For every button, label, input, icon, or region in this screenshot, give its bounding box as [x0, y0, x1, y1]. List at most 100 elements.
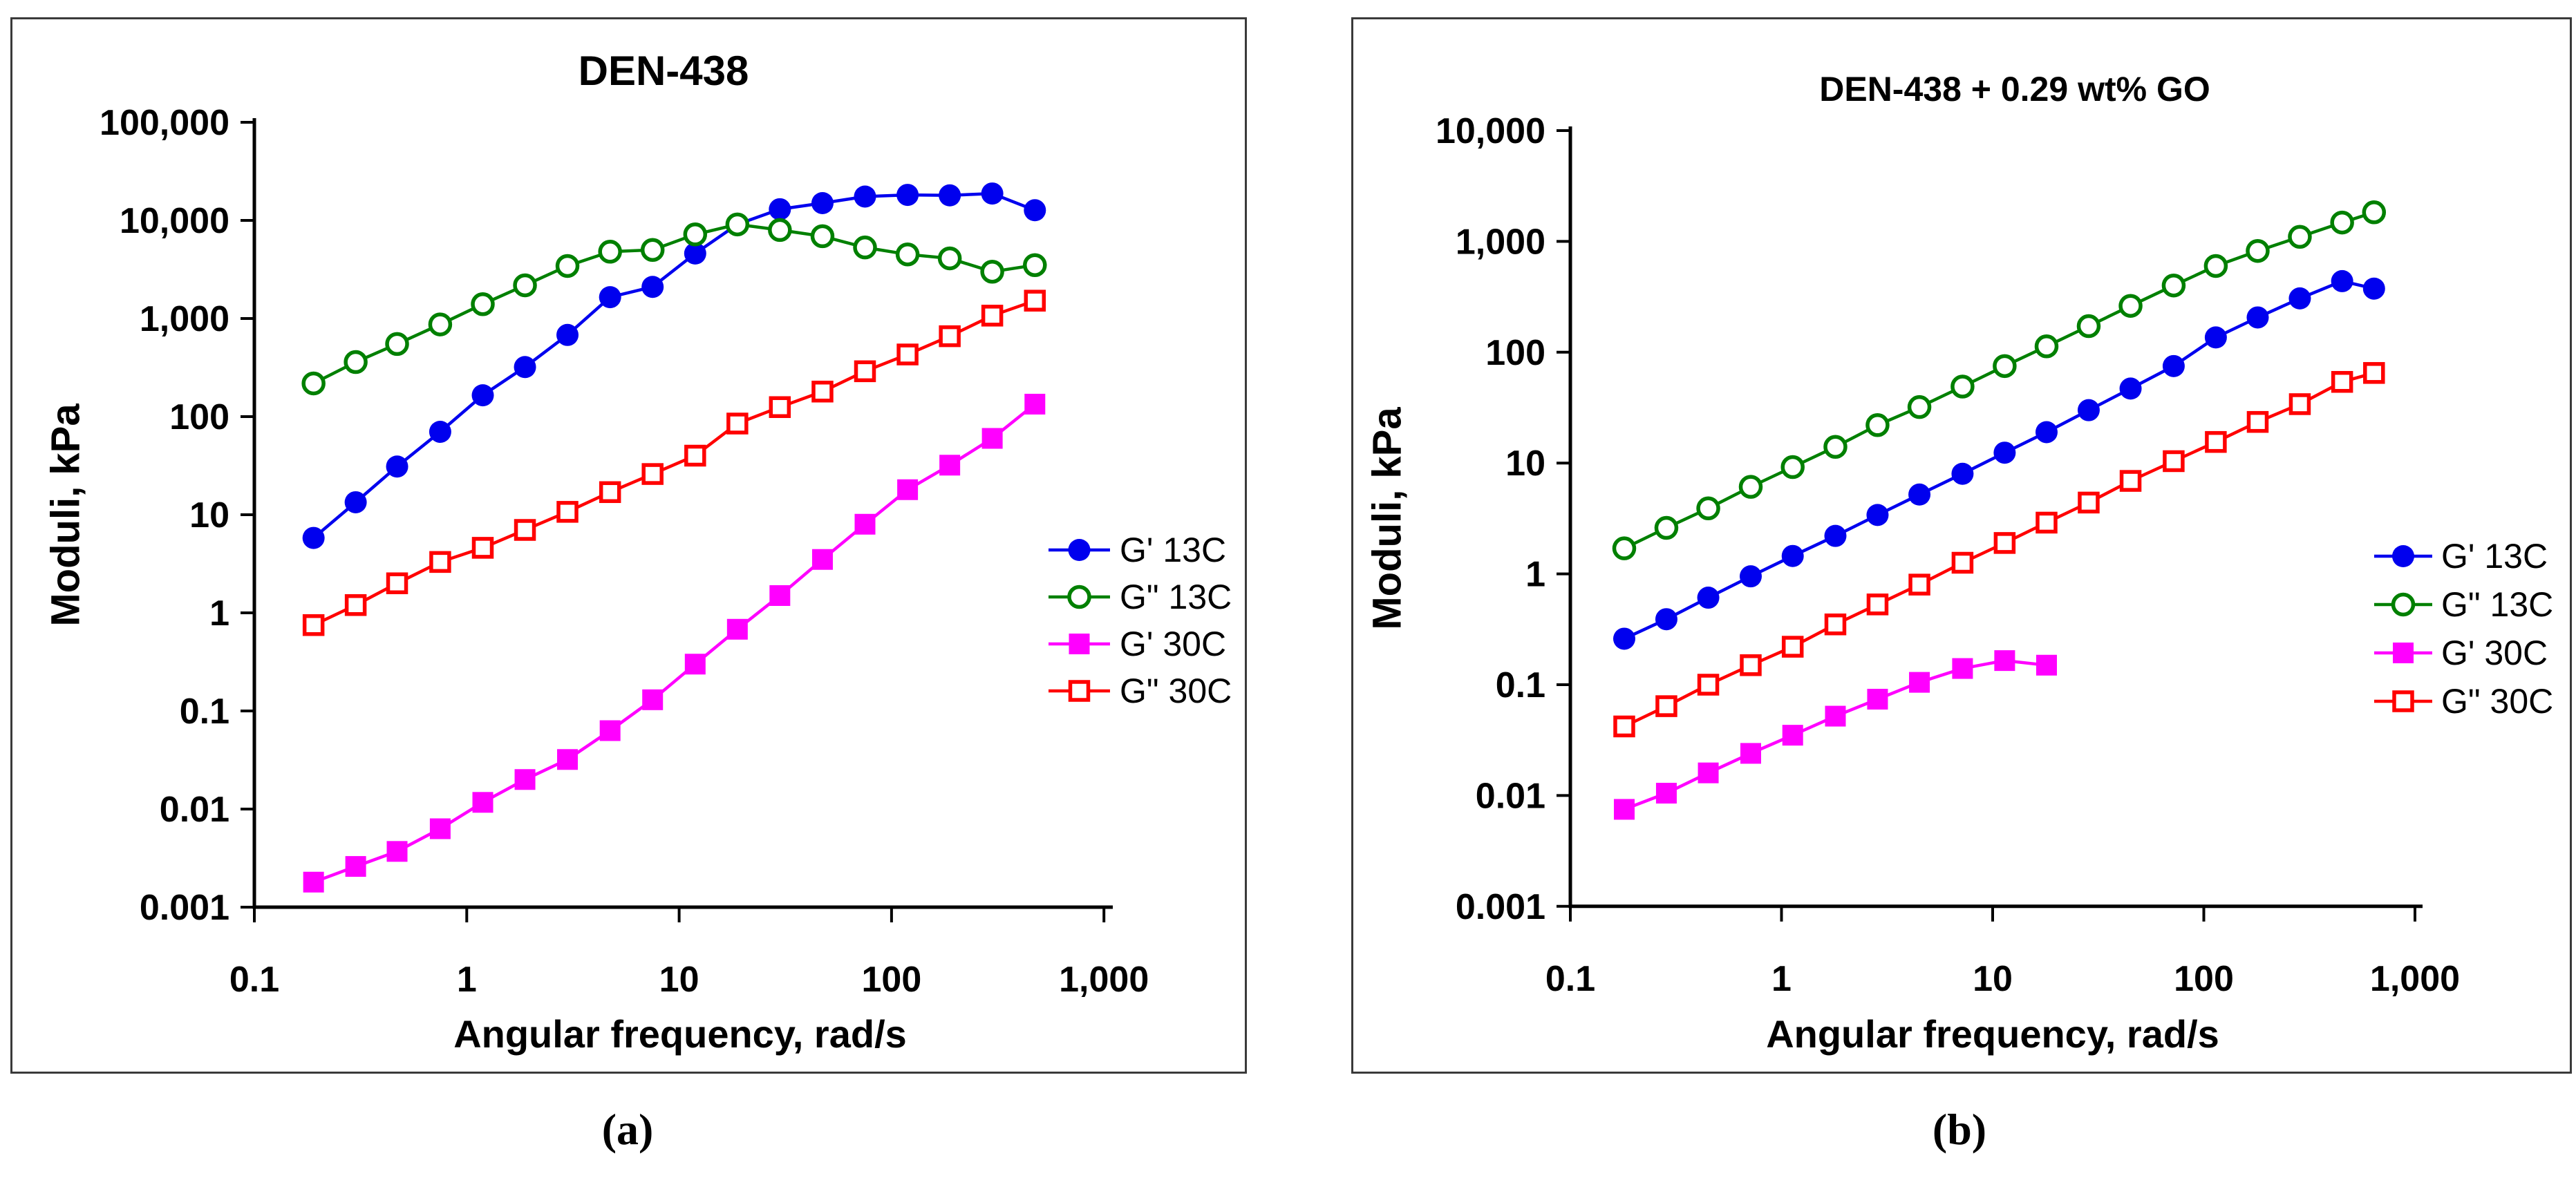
legend-label-g-13c: G' 13C: [2441, 537, 2548, 576]
marker-g-13c: [344, 350, 368, 374]
marker-g-30c: [1740, 654, 1762, 676]
marker-g-13c: [2161, 273, 2186, 298]
marker-g-30c: [939, 455, 961, 476]
y-tick-label: 1,000: [1456, 222, 1545, 262]
marker-g-30c: [726, 412, 749, 435]
marker-g-30c: [472, 792, 493, 813]
marker-g-13c: [555, 254, 580, 278]
series-line-g-13c: [1624, 211, 2375, 550]
chart-b-y-axis-label: Moduli, kPa: [1364, 407, 1410, 630]
marker-g-30c: [1994, 650, 2015, 672]
marker-g-13c: [684, 242, 706, 265]
marker-g-13c: [768, 218, 792, 243]
marker-g-30c: [1024, 393, 1046, 415]
x-tick-label: 10: [1973, 959, 2013, 999]
marker-g-30c: [1908, 573, 1930, 596]
marker-g-30c: [1824, 613, 1847, 636]
marker-g-30c: [599, 720, 621, 741]
marker-g-30c: [2163, 450, 2185, 473]
marker-g-13c: [895, 242, 920, 267]
marker-g-30c: [1782, 725, 1803, 746]
chart-a-title: DEN-438: [578, 48, 749, 94]
marker-g-30c: [981, 428, 1003, 449]
x-tick-label: 1,000: [1059, 960, 1149, 1000]
legend-marker-g-30c: [1068, 680, 1091, 702]
marker-g-13c: [640, 238, 665, 262]
marker-g-13c: [1655, 608, 1677, 631]
marker-g-30c: [939, 325, 961, 348]
marker-g-13c: [810, 224, 835, 249]
marker-g-13c: [2362, 200, 2387, 225]
marker-g-30c: [1697, 674, 1720, 696]
marker-g-30c: [2036, 654, 2057, 676]
y-tick-label: 100: [1485, 333, 1545, 373]
marker-g-30c: [1866, 593, 1889, 616]
marker-g-13c: [641, 276, 664, 298]
marker-g-30c: [2246, 410, 2269, 433]
y-tick-label: 1: [1525, 555, 1545, 595]
y-tick-label: 1,000: [140, 299, 229, 339]
marker-g-13c: [513, 273, 537, 298]
legend-label-g-13c: G" 13C: [1120, 578, 1232, 616]
marker-g-13c: [1738, 475, 1763, 499]
marker-g-30c: [854, 513, 876, 535]
marker-g-13c: [1951, 462, 1974, 485]
y-tick-label: 0.1: [1496, 665, 1545, 705]
marker-g-30c: [896, 343, 919, 365]
series-line-g-30c: [312, 403, 1036, 884]
marker-g-13c: [2331, 269, 2353, 292]
y-tick-label: 10: [189, 495, 229, 535]
legend-marker-g-30c: [2392, 690, 2414, 712]
marker-g-13c: [386, 455, 408, 478]
marker-g-13c: [2162, 354, 2185, 377]
y-tick-label: 0.001: [1456, 887, 1545, 927]
marker-g-13c: [2330, 210, 2354, 235]
marker-g-13c: [1824, 524, 1847, 547]
marker-g-13c: [2118, 294, 2143, 318]
marker-g-30c: [854, 360, 876, 383]
marker-g-30c: [641, 463, 664, 485]
marker-g-30c: [897, 479, 919, 500]
marker-g-13c: [1907, 395, 1932, 419]
marker-g-13c: [301, 371, 326, 396]
marker-g-13c: [1866, 504, 1889, 526]
x-tick-label: 100: [2174, 959, 2234, 999]
marker-g-13c: [302, 526, 325, 549]
marker-g-30c: [811, 381, 834, 403]
marker-g-30c: [2331, 370, 2353, 393]
marker-g-13c: [896, 184, 919, 207]
chart-b-title: DEN-438 + 0.29 wt% GO: [1819, 70, 2210, 108]
marker-g-30c: [386, 841, 408, 862]
y-tick-label: 1: [209, 593, 229, 634]
marker-g-13c: [2246, 238, 2270, 263]
marker-g-30c: [1613, 799, 1635, 820]
marker-g-30c: [2288, 393, 2311, 415]
marker-g-30c: [429, 818, 451, 839]
y-tick-label: 10,000: [120, 201, 229, 241]
marker-g-30c: [514, 769, 536, 790]
panel-a-border: [10, 17, 1247, 1074]
marker-g-13c: [1950, 374, 1975, 399]
marker-g-13c: [1781, 544, 1804, 567]
marker-g-13c: [853, 235, 877, 260]
legend-label-g-30c: G' 30C: [1120, 625, 1226, 663]
marker-g-30c: [1951, 551, 1974, 574]
marker-g-30c: [642, 689, 664, 710]
marker-g-30c: [1613, 715, 1635, 738]
marker-g-30c: [1655, 695, 1677, 717]
marker-g-30c: [303, 871, 324, 893]
series-line-g-30c: [312, 299, 1036, 627]
marker-g-30c: [557, 749, 579, 770]
marker-g-30c: [1909, 672, 1930, 693]
marker-g-13c: [2246, 306, 2269, 329]
marker-g-13c: [2077, 399, 2100, 421]
y-tick-label: 0.01: [160, 790, 229, 830]
marker-g-13c: [2034, 334, 2059, 359]
marker-g-30c: [1825, 705, 1846, 727]
marker-g-13c: [981, 182, 1004, 205]
marker-g-13c: [344, 491, 367, 513]
chart-a-y-axis-label: Moduli, kPa: [43, 403, 88, 627]
marker-g-30c: [1024, 289, 1046, 312]
marker-g-30c: [1781, 636, 1804, 658]
legend-marker-g-13c: [2392, 545, 2414, 567]
